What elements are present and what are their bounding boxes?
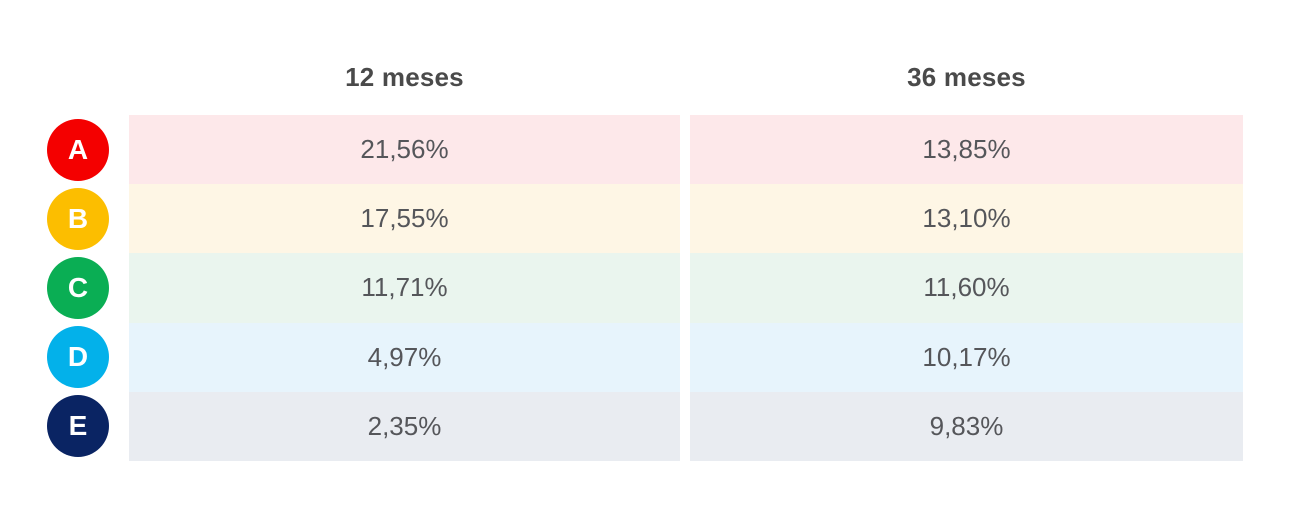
value-cell-c-12m: 11,71% bbox=[129, 253, 680, 323]
profile-b-badge: B bbox=[47, 187, 109, 250]
column-divider bbox=[680, 322, 690, 392]
profile-c-badge: C bbox=[47, 256, 109, 319]
table-body: A 21,56% 13,85% B 17,55% 13,10% C 11,71%… bbox=[47, 115, 1243, 461]
profile-e-badge: E bbox=[47, 395, 109, 458]
table-row-e: E 2,35% 9,83% bbox=[47, 391, 1243, 461]
profile-d-letter: D bbox=[67, 341, 89, 373]
column-gap bbox=[680, 60, 690, 94]
table-row-b: B 17,55% 13,10% bbox=[47, 184, 1243, 254]
value-cell-e-12m: 2,35% bbox=[129, 391, 680, 461]
table-row-a: A 21,56% 13,85% bbox=[47, 115, 1243, 185]
column-headers: 12 meses 36 meses bbox=[129, 60, 1243, 94]
profile-d-badge: D bbox=[47, 326, 109, 389]
value-cell-a-36m: 13,85% bbox=[690, 115, 1243, 185]
value-cell-b-36m: 13,10% bbox=[690, 184, 1243, 254]
table-row-d: D 4,97% 10,17% bbox=[47, 322, 1243, 392]
profile-a-badge: A bbox=[47, 118, 109, 181]
profile-e-letter: E bbox=[68, 410, 88, 442]
column-divider bbox=[680, 391, 690, 461]
column-divider bbox=[680, 253, 690, 323]
value-cell-a-12m: 21,56% bbox=[129, 115, 680, 185]
value-cell-e-36m: 9,83% bbox=[690, 391, 1243, 461]
value-cell-d-36m: 10,17% bbox=[690, 322, 1243, 392]
column-divider bbox=[680, 184, 690, 254]
profile-c-letter: C bbox=[67, 271, 89, 303]
column-divider bbox=[680, 115, 690, 185]
profile-a-letter: A bbox=[67, 133, 89, 165]
profile-b-letter: B bbox=[67, 202, 89, 234]
column-header-36-meses: 36 meses bbox=[907, 62, 1026, 92]
column-header-12-meses: 12 meses bbox=[345, 62, 464, 92]
table-row-c: C 11,71% 11,60% bbox=[47, 253, 1243, 323]
value-cell-b-12m: 17,55% bbox=[129, 184, 680, 254]
value-cell-d-12m: 4,97% bbox=[129, 322, 680, 392]
value-cell-c-36m: 11,60% bbox=[690, 253, 1243, 323]
